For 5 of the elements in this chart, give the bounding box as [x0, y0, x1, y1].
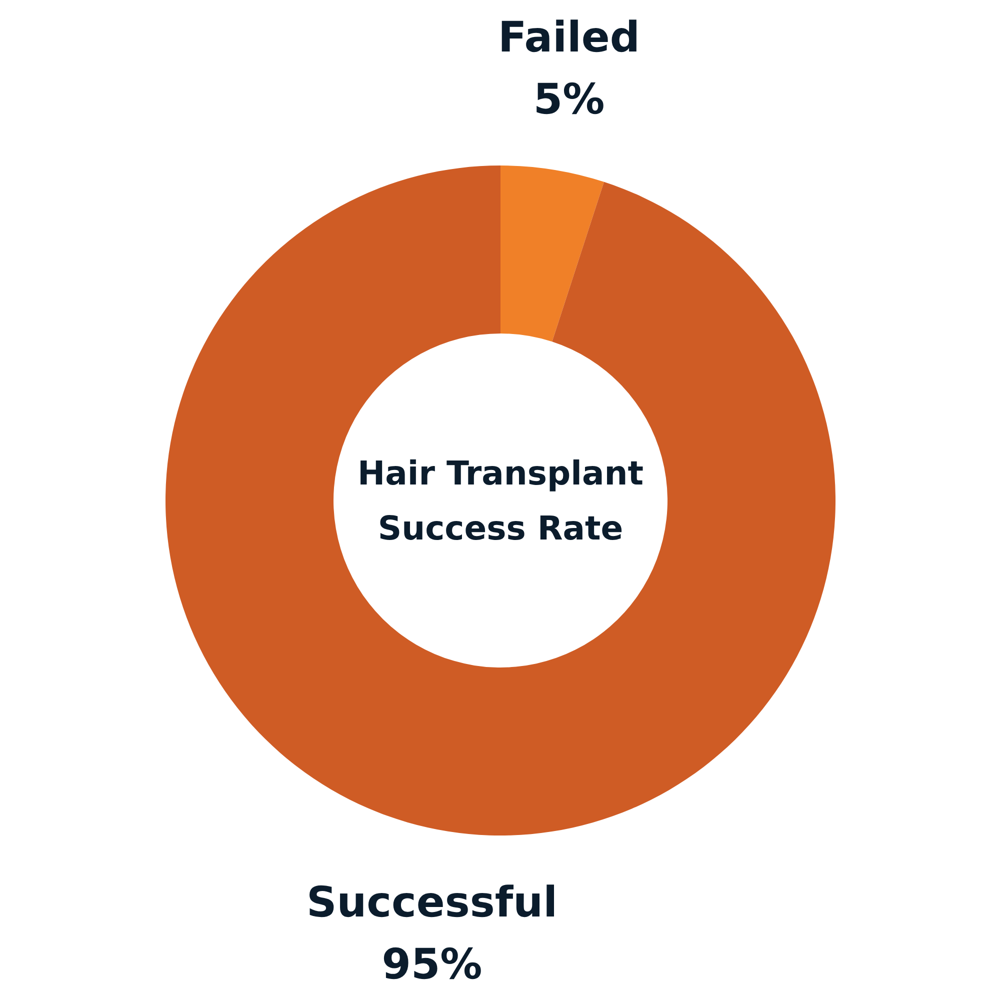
data-label: 5% — [533, 74, 605, 124]
slice-label: Failed — [498, 12, 640, 62]
slice-label: Successful — [306, 878, 558, 927]
data-label: 95% — [382, 940, 482, 989]
text: Hair Transplant Success Rate — [358, 454, 644, 548]
